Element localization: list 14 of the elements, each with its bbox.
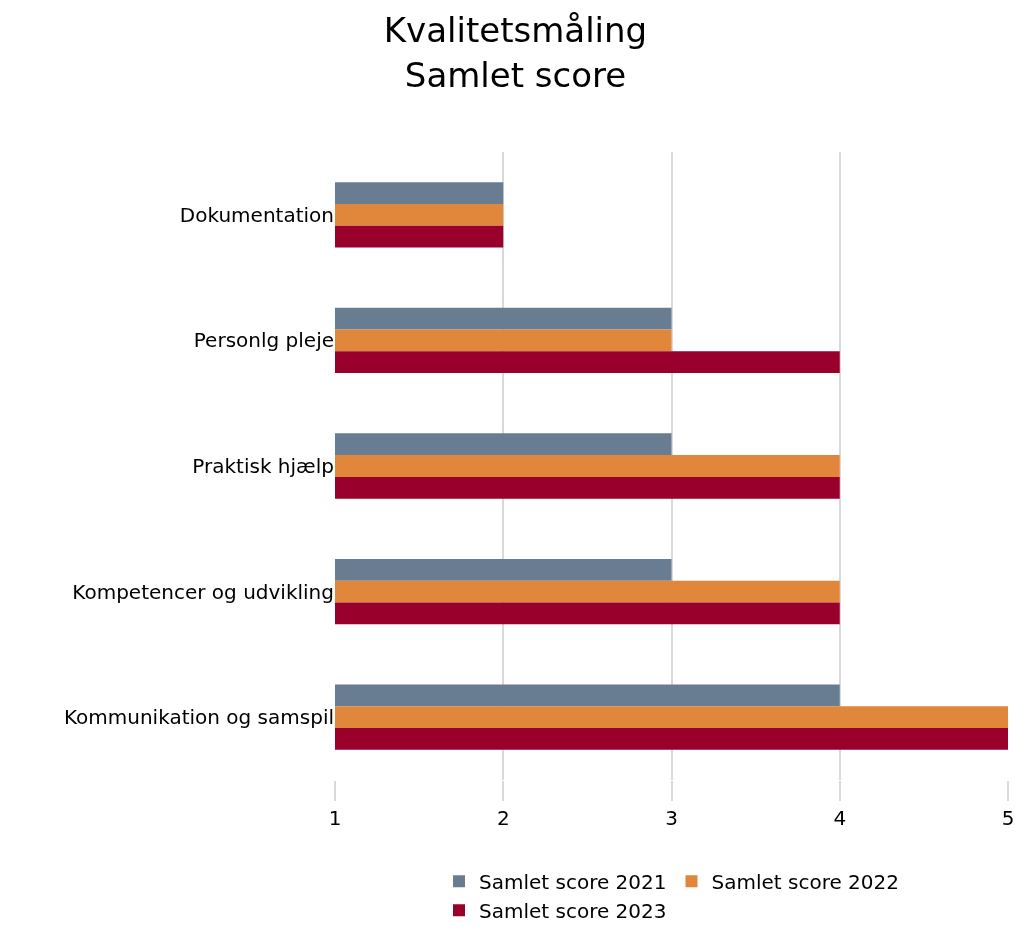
x-tick-label: 3	[665, 806, 678, 830]
y-tick-label: Kommunikation og samspil	[63, 705, 334, 730]
y-tick-label: Praktisk hjælp	[192, 454, 334, 478]
x-tick-label: 1	[328, 806, 342, 830]
x-tick-label: 4	[833, 806, 847, 830]
y-tick-label: Kompetencer og udvikling	[72, 579, 334, 604]
x-tick-label: 5	[1001, 806, 1015, 830]
y-tick-label: Dokumentation	[179, 202, 334, 227]
x-tick-label: 2	[496, 806, 510, 830]
legend-label: Samlet score 2022	[711, 869, 899, 894]
legend-label: Samlet score 2023	[479, 898, 667, 923]
legend-label: Samlet score 2021	[479, 869, 667, 894]
y-tick-label: Personlg pleje	[193, 328, 334, 353]
chart-title: Kvalitetsmåling Samlet score	[383, 10, 648, 95]
